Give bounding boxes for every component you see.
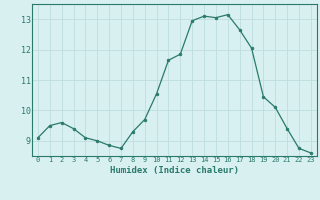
X-axis label: Humidex (Indice chaleur): Humidex (Indice chaleur) bbox=[110, 166, 239, 175]
